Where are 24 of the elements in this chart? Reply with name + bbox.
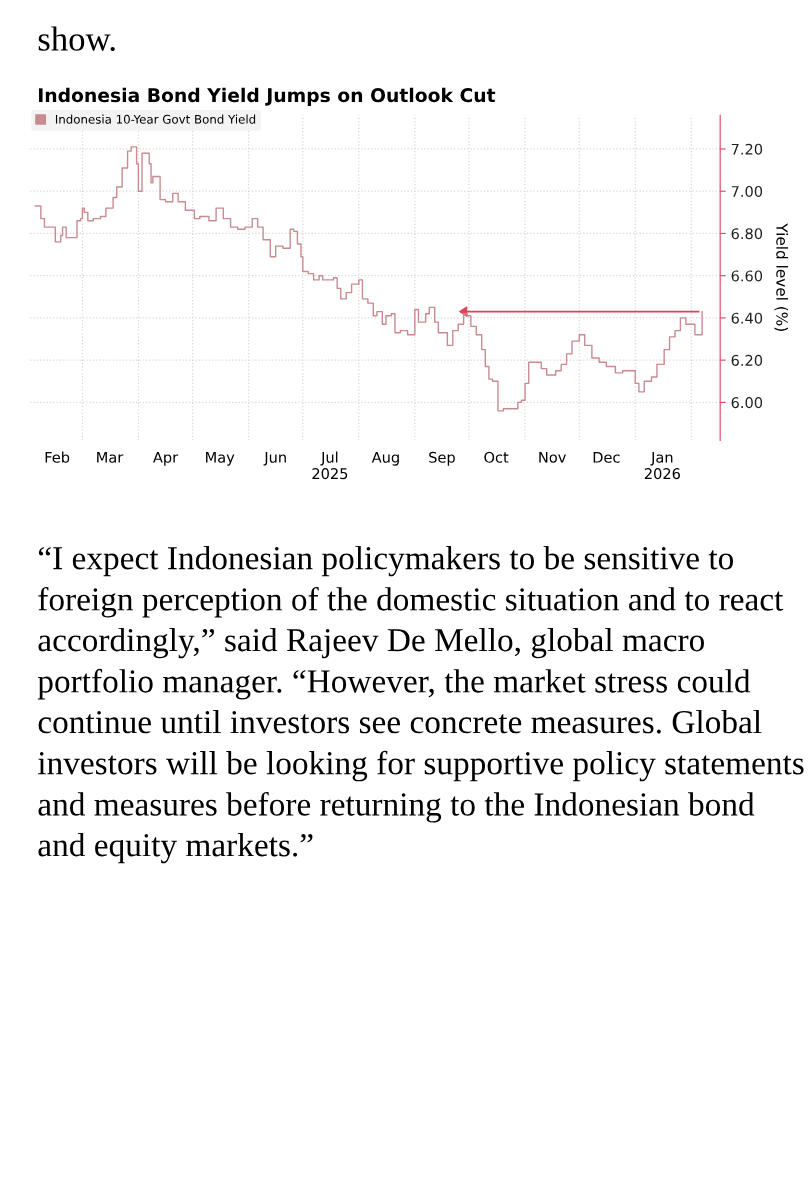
x-tick-label: May: [206, 451, 235, 466]
x-tick-label: Apr: [153, 451, 179, 466]
y-tick-label: 7.20: [731, 143, 763, 155]
y-tick-label: 6.80: [731, 228, 763, 240]
text: show.: [38, 26, 115, 51]
x-tick-label: Jan 2026: [644, 451, 680, 480]
x-tick-label: Mar: [97, 451, 124, 463]
x-tick-label: Jun: [263, 451, 286, 466]
chart-title: Indonesia Bond Yield Jumps on Outlook Cut: [39, 87, 496, 106]
y-tick-label: 6.20: [731, 354, 763, 366]
text: “I expect Indonesian policymakers to be sensitive to foreign perception of the domestic situation and to react accordingly,” said Rajeev De Mello, global macro portfolio manager. “However, the market stress could continue until investors see concrete measures. Global investors will be looking for supportive policy statements and measures before returning to the Indonesian bond and equity markets.”: [37, 546, 804, 864]
x-tick-label: Nov: [539, 451, 566, 463]
x-tick-label: Oct: [484, 451, 509, 463]
y-tick-label: 7.00: [731, 185, 763, 197]
y-axis-title: Yield level (%): [774, 223, 789, 331]
x-tick-label: Feb: [45, 451, 70, 463]
y-tick-label: 6.40: [731, 312, 763, 324]
legend-label: Indonesia 10-Year Govt Bond Yield: [55, 114, 256, 124]
x-tick-label: Dec: [593, 451, 620, 463]
x-tick-label: Sep: [429, 451, 455, 466]
x-tick-label: Aug: [371, 451, 399, 466]
y-tick-label: 6.60: [731, 270, 763, 282]
x-tick-label: Jul 2025: [312, 451, 348, 480]
y-tick-label: 6.00: [731, 397, 763, 409]
